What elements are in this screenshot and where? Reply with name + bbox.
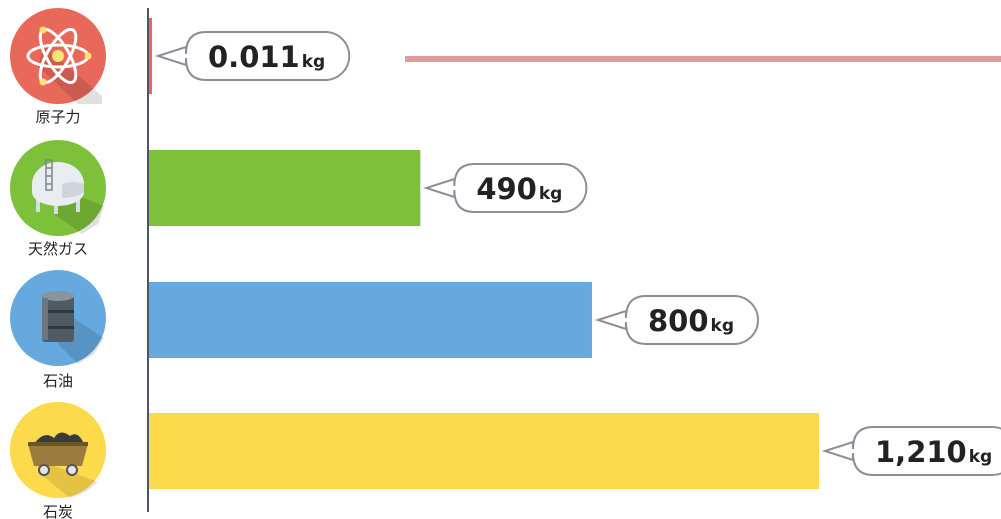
value-label-natural-gas: 490 xyxy=(476,172,537,206)
unit-label-coal: kg xyxy=(969,447,992,467)
value-callout-natural-gas: 490 kg xyxy=(423,163,588,213)
category-label-natural-gas: 天然ガス xyxy=(28,240,88,258)
bar-nuclear xyxy=(149,18,152,94)
category-label-nuclear: 原子力 xyxy=(35,108,80,126)
category-label-oil: 石油 xyxy=(43,372,73,390)
coal-cart-icon xyxy=(10,402,106,498)
atom-icon xyxy=(10,8,106,104)
value-label-coal: 1,210 xyxy=(875,435,967,469)
oil-barrel-icon xyxy=(10,270,106,366)
bar-oil xyxy=(149,282,592,358)
bar-natural-gas xyxy=(149,150,421,226)
value-callout-coal: 1,210 kg xyxy=(821,426,1001,476)
unit-label-oil: kg xyxy=(711,316,734,336)
value-label-nuclear: 0.011 xyxy=(208,40,300,74)
gas-tank-icon xyxy=(10,140,106,236)
unit-label-nuclear: kg xyxy=(302,52,325,72)
value-label-oil: 800 xyxy=(648,304,709,338)
value-callout-oil: 800 kg xyxy=(594,295,759,345)
category-label-coal: 石炭 xyxy=(43,503,73,519)
unit-label-natural-gas: kg xyxy=(539,184,562,204)
value-callout-nuclear: 0.011 kg xyxy=(154,31,351,81)
bar-coal xyxy=(149,413,819,489)
